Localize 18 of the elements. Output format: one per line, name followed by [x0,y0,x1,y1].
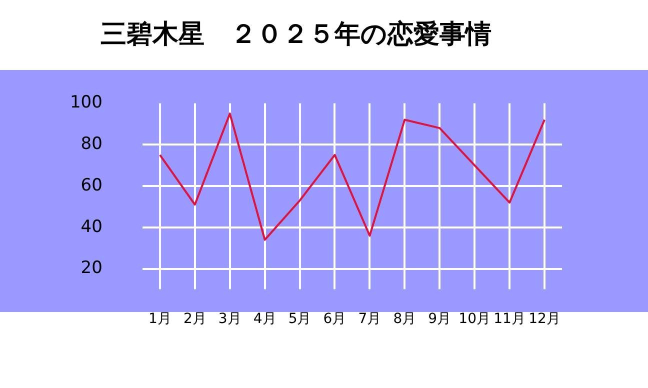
x-tick-label: 2月 [183,311,206,328]
y-tick-label: 40 [80,216,102,237]
y-tick-label: 80 [80,134,102,154]
x-tick-label: 12月 [528,311,560,328]
x-tick-label: 4月 [253,311,276,328]
y-tick-label: 100 [70,92,102,113]
x-tick-label: 9月 [428,311,452,328]
x-tick-label: 1月 [148,311,172,328]
x-tick-label: 11月 [494,311,526,328]
x-tick-label: 7月 [358,311,382,328]
chart-title: 三碧木星 ２０２５年の恋愛事情 [100,19,492,50]
x-tick-label: 8月 [393,311,416,328]
x-tick-label: 6月 [323,311,346,328]
x-tick-label: 10月 [458,311,491,328]
x-tick-label: 5月 [288,311,312,328]
y-tick-label: 60 [80,175,102,196]
x-tick-label: 3月 [218,311,242,328]
y-tick-label: 20 [80,258,102,278]
